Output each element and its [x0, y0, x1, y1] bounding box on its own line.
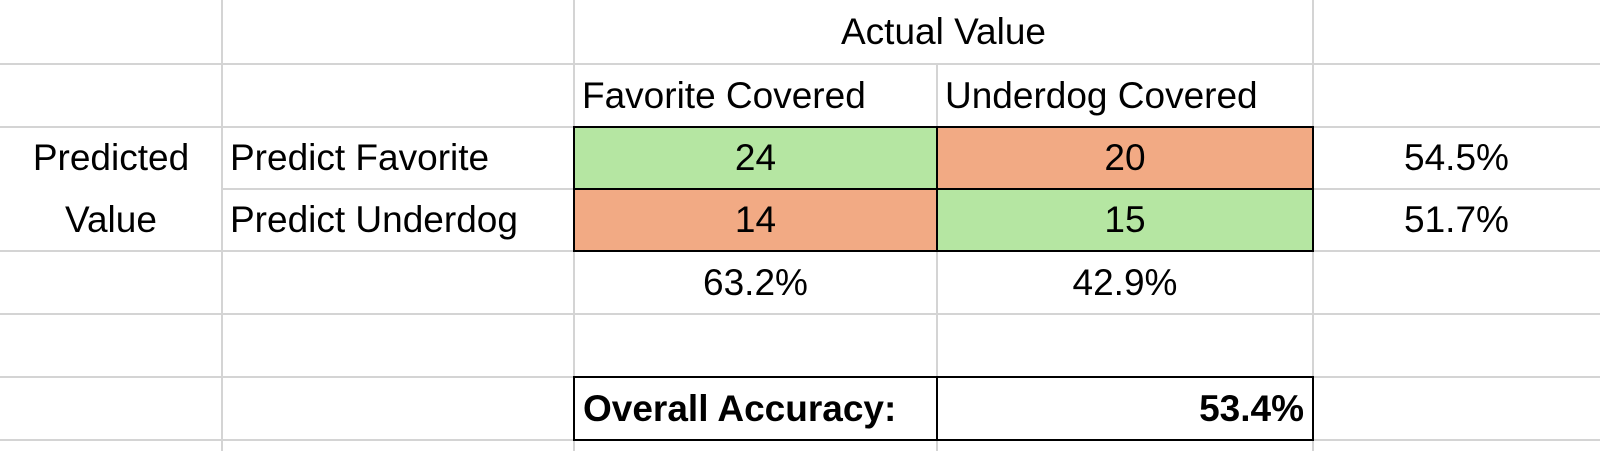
overall-value: 53.4% — [936, 376, 1314, 441]
grid-line — [221, 0, 223, 451]
row-header: Predicted Value — [32, 137, 190, 240]
matrix-cell: 14 — [573, 188, 938, 252]
row-label: Predict Underdog — [230, 199, 518, 240]
column-header: Favorite Covered — [582, 74, 866, 116]
grid-line — [0, 313, 1600, 315]
column-rate: 42.9% — [1072, 261, 1178, 303]
row-rate: 54.5% — [1404, 137, 1509, 178]
grid-line — [0, 63, 1600, 65]
overall-label: Overall Accuracy: — [573, 376, 938, 441]
row-label: Predict Favorite — [230, 137, 490, 178]
column-rate: 63.2% — [703, 261, 808, 303]
header-cell: Actual Value — [841, 11, 1046, 52]
matrix-cell: 20 — [936, 126, 1314, 190]
grid-line — [936, 64, 938, 451]
row-rate: 51.7% — [1404, 199, 1509, 240]
matrix-cell: 24 — [573, 126, 938, 190]
matrix-cell: 15 — [936, 188, 1314, 252]
column-header: Underdog Covered — [945, 74, 1258, 116]
